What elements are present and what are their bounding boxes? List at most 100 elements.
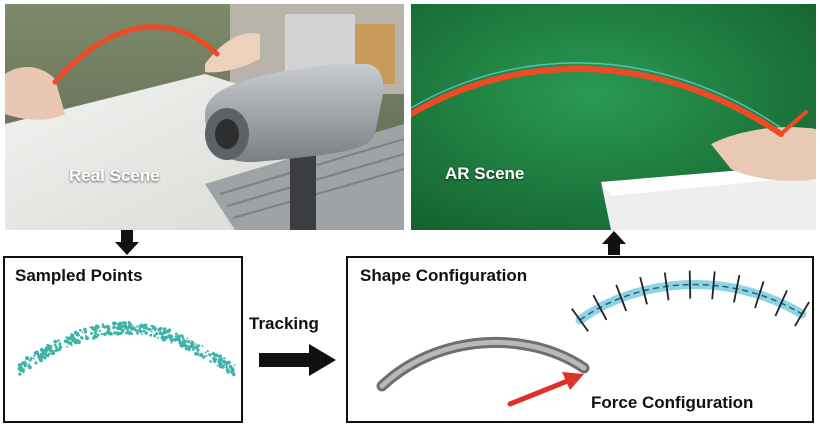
sampled-point (121, 325, 125, 328)
sampled-point (203, 355, 206, 358)
sampled-point (170, 338, 174, 343)
sampled-point (136, 331, 139, 335)
sampled-point (75, 332, 80, 337)
sampled-point (199, 352, 204, 357)
sampled-point (198, 344, 201, 347)
sampled-point (58, 345, 62, 349)
right-arrow-icon (259, 343, 337, 377)
sampled-point (28, 363, 31, 366)
sampled-point (217, 358, 222, 363)
sampled-point (233, 364, 236, 366)
sampled-point (213, 361, 216, 364)
sampled-point (191, 340, 195, 344)
sampled-point (50, 349, 54, 353)
sampled-point (50, 344, 53, 347)
sampled-point (66, 345, 69, 348)
sampled-point (139, 329, 143, 334)
sampled-point (104, 332, 108, 335)
sampled-point (77, 340, 81, 345)
frame-tick (733, 274, 741, 303)
down-arrow-icon (114, 230, 140, 256)
sampled-point (136, 325, 139, 328)
sampled-point (206, 350, 209, 353)
sampled-point (181, 335, 184, 338)
sampled-point (230, 367, 232, 369)
sampled-point (71, 337, 74, 340)
sampled-point (74, 341, 78, 345)
sampled-point (153, 326, 157, 331)
sampled-point (123, 325, 127, 328)
sampled-point (195, 345, 199, 349)
sampled-point (78, 329, 82, 332)
sampled-point (230, 370, 235, 375)
sampled-point (194, 343, 197, 345)
sampled-point (96, 333, 100, 337)
sampled-point (106, 326, 111, 330)
sampled-point (93, 327, 96, 330)
sampled-point (93, 331, 96, 334)
sampled-point (54, 349, 58, 353)
frame-tick (688, 270, 692, 299)
sampled-point (225, 365, 228, 369)
sampled-point (65, 336, 68, 339)
sampled-points-panel: Sampled Points (3, 256, 243, 423)
sampled-point (168, 333, 171, 337)
sampled-point (150, 324, 154, 328)
sampled-point (47, 352, 51, 356)
real-scene-label: Real Scene (69, 166, 160, 185)
sampled-point (71, 333, 75, 337)
sampled-point (139, 323, 144, 328)
shape-configuration-title: Shape Configuration (360, 266, 528, 285)
real-scene-photo: Real Scene (5, 4, 404, 230)
sampled-point (40, 355, 45, 359)
frame-tick (639, 276, 648, 305)
sampled-point (59, 341, 61, 344)
sampled-point (179, 341, 183, 344)
sampled-point (186, 337, 189, 340)
sampled-point (129, 325, 132, 328)
sampled-point (153, 334, 157, 338)
sampled-point (50, 352, 54, 355)
sampled-point (204, 351, 207, 354)
sampled-point (188, 349, 191, 352)
sampled-point (112, 321, 117, 326)
sampled-point (29, 365, 32, 368)
sampled-points-title: Sampled Points (15, 266, 143, 285)
sampled-point (174, 332, 178, 336)
sampled-point (144, 331, 148, 335)
sampled-point (163, 330, 168, 334)
sampled-point (157, 327, 162, 332)
sampled-point (196, 348, 200, 352)
sampled-point (226, 361, 230, 365)
configuration-panel: Shape Configuration Force Configuration (346, 256, 814, 423)
sampled-point (149, 333, 153, 337)
sampled-point (32, 357, 35, 360)
sampled-point (101, 323, 104, 326)
sampled-point (209, 353, 213, 356)
force-arrow-icon (507, 372, 584, 407)
frame-tick (663, 272, 670, 301)
sampled-point (45, 346, 50, 350)
sampled-point (66, 338, 69, 341)
sampled-point (95, 335, 98, 339)
sampled-point (187, 340, 191, 344)
sampled-point (66, 340, 70, 344)
sampled-point (54, 345, 58, 349)
sampled-point (22, 370, 25, 374)
frame-tick (794, 301, 810, 327)
sampled-point (185, 347, 188, 350)
sampled-point (165, 335, 169, 339)
force-configuration-title: Force Configuration (591, 393, 754, 412)
sampled-point (118, 332, 122, 335)
sampled-point (95, 325, 100, 330)
sampled-point (107, 330, 111, 334)
sampled-point (176, 337, 181, 342)
sampled-point (142, 329, 146, 333)
sampled-point (174, 335, 177, 338)
sampled-point (227, 370, 230, 373)
sampled-point (143, 324, 146, 327)
sampled-point (84, 328, 87, 331)
frame-tick (615, 284, 628, 312)
sampled-point (158, 331, 163, 336)
sampled-point (84, 331, 87, 334)
